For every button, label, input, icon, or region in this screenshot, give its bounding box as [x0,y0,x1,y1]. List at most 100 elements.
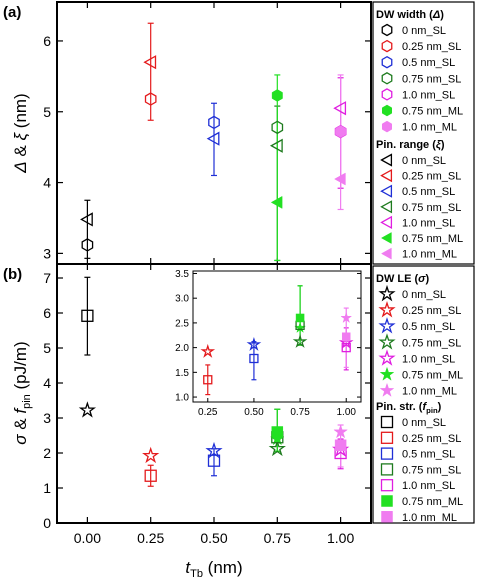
legend-marker [381,511,393,523]
legend-marker [381,39,393,53]
legend-marker [380,247,392,260]
legend-label: 1.0 nm_SL [402,89,455,101]
panel-a-ytick-label: 4 [43,175,51,191]
panel-a-point [80,212,93,227]
legend-label: 0.75 nm_SL [402,73,461,85]
legend-marker [379,382,395,397]
legend-marker [380,431,394,444]
legend-marker [378,349,396,366]
inset-point [292,333,308,348]
inset-ytick-label: 1.5 [175,368,189,379]
legend-label: 1.0 nm_SL [402,217,455,229]
panel-a-point [271,89,283,102]
panel-b-xtick-label: 0.00 [74,530,101,546]
legend-label: 0.75 nm_ML [402,106,463,118]
inset-xtick-label: 1.00 [336,407,356,418]
legend-b-frame [372,265,475,524]
inset-frame [192,270,362,403]
panel-b-ytick-label: 6 [43,305,51,321]
panel-a-point [143,55,157,70]
legend-label: 1.0 nm_ML [402,122,457,134]
inset-ytick-label: 2.0 [175,343,189,354]
legend-label: 0 nm_SL [402,25,446,37]
inset-point [249,353,259,364]
panel-b-point [81,309,94,322]
legend-label: 0 nm_SL [402,155,446,167]
legend-label: 0 nm_SL [402,289,446,301]
legend-marker [380,200,393,214]
legend-label: 0.25 nm_SL [402,171,461,183]
inset-point [203,375,213,385]
legend-label: 0.5 nm_SL [402,186,455,198]
legend-marker [381,104,393,117]
panel-b-xtick-label: 0.25 [137,530,164,546]
legend-title: Pin. range (ξ) [376,139,445,151]
legend-title: Pin. str. (fpin) [376,401,442,415]
panel-b-ytick-label: 2 [43,445,51,461]
legend-label: 1.0 nm_ML [402,386,457,398]
legend-label: 0.75 nm_SL [402,337,461,349]
legends: DW width (Δ) 0 nm_SL 0.25 nm_SL 0.5 nm_SL 0.… [376,9,463,524]
legend-label: 0.5 nm_SL [402,57,455,69]
inset-xtick-label: 0.25 [198,407,218,418]
inset-point [338,334,354,349]
panel-a-ytick-label: 3 [43,245,51,261]
legend-marker [381,72,393,85]
panel-b-point [78,401,97,418]
panel-b-xtick-label: 0.50 [200,530,227,546]
legend-label: 1.0 nm_ML [402,249,457,261]
inset-ytick-label: 3.5 [175,269,189,280]
legend-marker [379,366,395,381]
panel-b-point [142,446,160,464]
panel-a-point [333,101,347,116]
legend-label: 0.25 nm_SL [402,41,461,53]
panel-a-point [81,238,94,252]
legend-label: 0.25 nm_SL [402,305,461,317]
panel-b-ytick-label: 4 [43,375,51,391]
inset-point [295,313,305,323]
panel-b-ytick-label: 7 [43,270,51,286]
panel-b-point [333,424,349,439]
inset-plot: 1.0 1.5 2.0 2.5 3.0 3.5 0.25 0.50 0.75 1.00 [175,269,361,418]
legend-marker [380,184,393,198]
panel-a-plot: 3 4 5 6 [43,2,371,264]
legend-marker [380,168,393,183]
legend-a-frame [372,1,475,265]
inset-point [200,343,216,358]
panel-b-ytick-label: 0 [43,515,51,531]
legend-marker [380,215,393,230]
panel-b-point [271,426,284,438]
inset-ytick-label: 2.5 [175,318,189,329]
legend-label: 0 nm_SL [402,417,446,429]
legend-label: 1.0 nm_SL [402,480,455,492]
panel-b-xtick-label: 0.75 [264,530,291,546]
panel-b-point [334,439,347,452]
legend-label: 1.0 nm_SL [402,353,455,365]
panel-b-point [207,454,221,467]
inset-xtick-label: 0.75 [290,407,310,418]
panel-a-point [206,131,220,146]
panel-b-ytick-label: 3 [43,410,51,426]
panel-a-ytick-label: 5 [43,104,51,120]
panel-b-ytick-label: 1 [43,480,51,496]
panel-a-point [144,92,157,106]
panel-a-label: (a) [3,4,21,21]
panel-b-xtick-label: 1.00 [327,530,354,546]
panel-b-ytick-label: 5 [43,340,51,356]
panel-b-point [268,439,286,457]
inset-point [246,336,262,351]
legend-label: 0.5 nm_SL [402,321,455,333]
legend-marker [378,333,396,350]
inset-point [341,342,351,353]
legend-marker [378,301,396,318]
panel-b-point [205,441,223,459]
panel-a-point [271,120,284,135]
panel-a-point [208,115,220,130]
panel-a-point [334,172,346,186]
legend-marker [380,153,393,167]
panel-a-ylabel: Δ & ξ (nm) [11,93,30,173]
legend-label: 0.5 nm_SL [402,449,455,461]
panel-b-label: (b) [3,266,22,283]
legend-label: 0.75 nm_ML [402,370,463,382]
